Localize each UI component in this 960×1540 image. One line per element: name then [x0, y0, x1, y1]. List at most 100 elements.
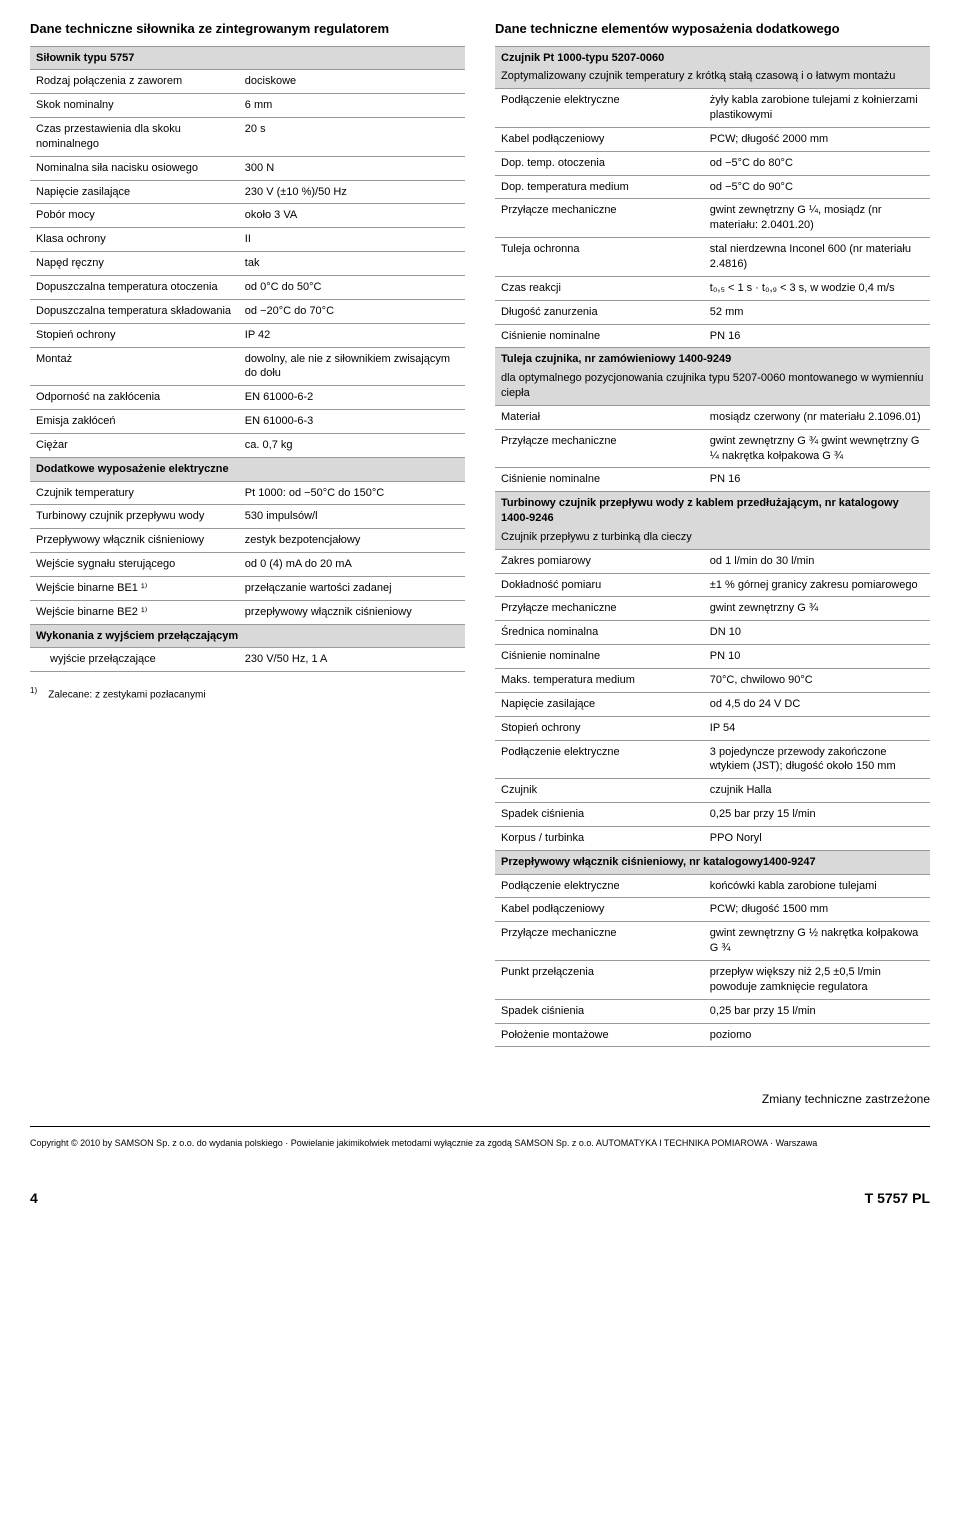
right-column-title: Dane techniczne elementów wyposażenia do… [495, 20, 930, 38]
spec-label: Podłączenie elektryczne [495, 89, 704, 128]
left-column-title: Dane techniczne siłownika ze zintegrowan… [30, 20, 465, 38]
spec-value: PN 10 [704, 645, 930, 669]
spec-value: gwint zewnętrzny G ¾ gwint wewnętrzny G … [704, 429, 930, 468]
spec-label: Maks. temperatura medium [495, 669, 704, 693]
spec-value: mosiądz czerwony (nr materiału 2.1096.01… [704, 405, 930, 429]
spec-label: Ciężar [30, 433, 239, 457]
section-subtext: Zoptymalizowany czujnik temperatury z kr… [495, 69, 930, 88]
spec-value: żyły kabla zarobione tulejami z kołnierz… [704, 89, 930, 128]
spec-value: 52 mm [704, 300, 930, 324]
spec-label: Kabel podłączeniowy [495, 127, 704, 151]
spec-label: Korpus / turbinka [495, 826, 704, 850]
spec-label: Kabel podłączeniowy [495, 898, 704, 922]
spec-value: 0,25 bar przy 15 l/min [704, 999, 930, 1023]
spec-value: gwint zewnętrzny G ½ nakrętka kołpakowa … [704, 922, 930, 961]
spec-value: czujnik Halla [704, 779, 930, 803]
spec-value: od 4,5 do 24 V DC [704, 692, 930, 716]
spec-label: Spadek ciśnienia [495, 803, 704, 827]
spec-label: wyjście przełączające [30, 648, 239, 672]
spec-label: Montaż [30, 347, 239, 386]
spec-label: Napięcie zasilające [30, 180, 239, 204]
spec-value: 300 N [239, 156, 465, 180]
spec-label: Stopień ochrony [495, 716, 704, 740]
section-header: Czujnik Pt 1000-typu 5207-0060 [495, 46, 930, 69]
spec-value: Pt 1000: od −50°C do 150°C [239, 481, 465, 505]
separator [30, 1126, 930, 1127]
spec-value: PCW; długość 1500 mm [704, 898, 930, 922]
spec-value: PN 16 [704, 468, 930, 492]
spec-label: Czas przestawienia dla skoku nominalnego [30, 118, 239, 157]
spec-value: od 0 (4) mA do 20 mA [239, 553, 465, 577]
spec-value: od 1 l/min do 30 l/min [704, 549, 930, 573]
spec-label: Tuleja ochronna [495, 238, 704, 277]
change-notice: Zmiany techniczne zastrzeżone [30, 1091, 930, 1107]
spec-label: Przepływowy włącznik ciśnieniowy [30, 529, 239, 553]
footnote-marker: 1) [30, 686, 37, 695]
spec-label: Klasa ochrony [30, 228, 239, 252]
spec-value: od −5°C do 80°C [704, 151, 930, 175]
spec-label: Dopuszczalna temperatura składowania [30, 299, 239, 323]
section-header: Turbinowy czujnik przepływu wody z kable… [495, 492, 930, 530]
copyright-text: Copyright © 2010 by SAMSON Sp. z o.o. do… [30, 1137, 930, 1149]
spec-value: PPO Noryl [704, 826, 930, 850]
spec-label: Wejście binarne BE2 ¹⁾ [30, 600, 239, 624]
spec-label: Wejście binarne BE1 ¹⁾ [30, 576, 239, 600]
spec-label: Czas reakcji [495, 276, 704, 300]
spec-value: przepływowy włącznik ciśnieniowy [239, 600, 465, 624]
footnote: 1) Zalecane: z zestykami pozłacanymi [30, 686, 465, 702]
spec-label: Punkt przełączenia [495, 960, 704, 999]
spec-label: Przyłącze mechaniczne [495, 429, 704, 468]
spec-label: Czujnik temperatury [30, 481, 239, 505]
spec-label: Dokładność pomiaru [495, 573, 704, 597]
spec-label: Podłączenie elektryczne [495, 874, 704, 898]
page-number: 4 [30, 1189, 38, 1208]
section-header: Przepływowy włącznik ciśnieniowy, nr kat… [495, 850, 930, 874]
spec-label: Średnica nominalna [495, 621, 704, 645]
spec-label: Położenie montażowe [495, 1023, 704, 1047]
spec-value: II [239, 228, 465, 252]
spec-value: przełączanie wartości zadanej [239, 576, 465, 600]
spec-label: Wejście sygnału sterującego [30, 553, 239, 577]
spec-value: tak [239, 252, 465, 276]
spec-value: PN 16 [704, 324, 930, 348]
spec-value: IP 54 [704, 716, 930, 740]
spec-value: 20 s [239, 118, 465, 157]
spec-label: Napięcie zasilające [495, 692, 704, 716]
left-table: Siłownik typu 5757 Rodzaj połączenia z z… [30, 46, 465, 673]
doc-number: T 5757 PL [865, 1189, 930, 1208]
spec-label: Stopień ochrony [30, 323, 239, 347]
spec-value: dociskowe [239, 70, 465, 94]
spec-value: EN 61000-6-2 [239, 386, 465, 410]
spec-label: Dopuszczalna temperatura otoczenia [30, 275, 239, 299]
spec-value: 0,25 bar przy 15 l/min [704, 803, 930, 827]
spec-value: EN 61000-6-3 [239, 410, 465, 434]
spec-label: Podłączenie elektryczne [495, 740, 704, 779]
spec-value: od −5°C do 90°C [704, 175, 930, 199]
spec-label: Dop. temperatura medium [495, 175, 704, 199]
spec-label: Materiał [495, 405, 704, 429]
spec-label: Ciśnienie nominalne [495, 645, 704, 669]
spec-label: Przyłącze mechaniczne [495, 597, 704, 621]
spec-label: Ciśnienie nominalne [495, 468, 704, 492]
spec-value: stal nierdzewna Inconel 600 (nr materiał… [704, 238, 930, 277]
spec-value: 530 impulsów/l [239, 505, 465, 529]
spec-label: Dop. temp. otoczenia [495, 151, 704, 175]
spec-label: Ciśnienie nominalne [495, 324, 704, 348]
spec-value: zestyk bezpotencjałowy [239, 529, 465, 553]
spec-value: dowolny, ale nie z siłownikiem zwisający… [239, 347, 465, 386]
spec-label: Nominalna siła nacisku osiowego [30, 156, 239, 180]
spec-label: Odporność na zakłócenia [30, 386, 239, 410]
spec-value: 3 pojedyncze przewody zakończone wtykiem… [704, 740, 930, 779]
spec-label: Czujnik [495, 779, 704, 803]
spec-label: Napęd ręczny [30, 252, 239, 276]
spec-label: Pobór mocy [30, 204, 239, 228]
spec-value: IP 42 [239, 323, 465, 347]
spec-label: Skok nominalny [30, 94, 239, 118]
section-header: Siłownik typu 5757 [30, 46, 465, 70]
spec-value: gwint zewnętrzny G ¾ [704, 597, 930, 621]
spec-value: PCW; długość 2000 mm [704, 127, 930, 151]
spec-value: 230 V (±10 %)/50 Hz [239, 180, 465, 204]
spec-value: t₀,₅ < 1 s · t₀,₉ < 3 s, w wodzie 0,4 m/… [704, 276, 930, 300]
spec-value: ±1 % górnej granicy zakresu pomiarowego [704, 573, 930, 597]
section-header: Wykonania z wyjściem przełączającym [30, 624, 465, 648]
